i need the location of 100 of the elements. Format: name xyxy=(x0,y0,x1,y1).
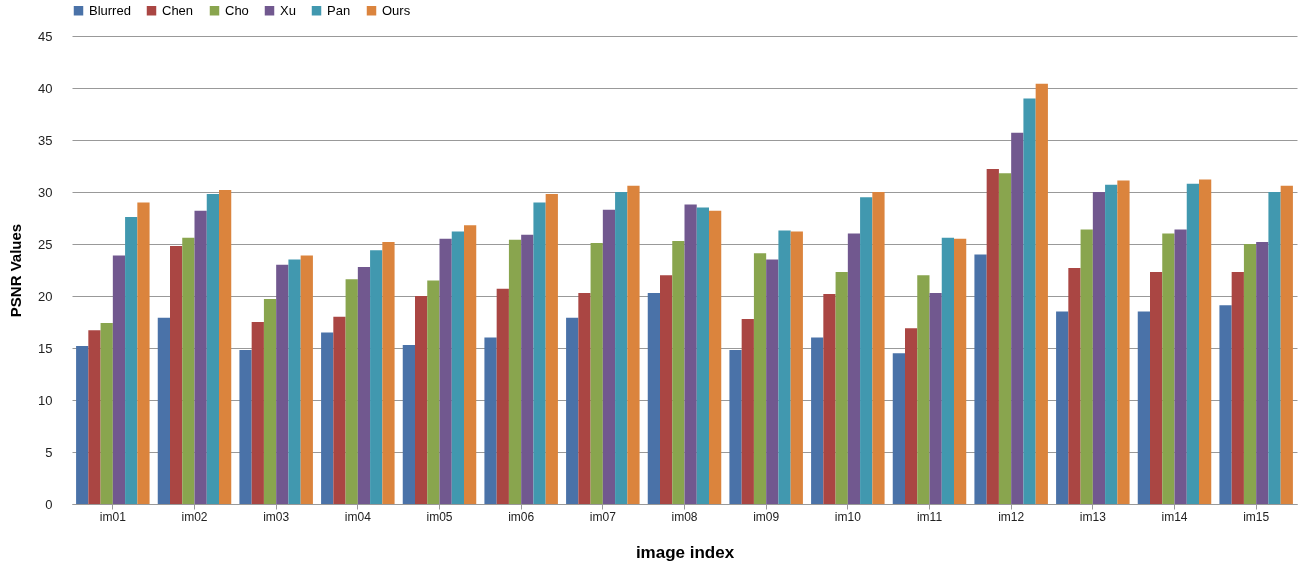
bar xyxy=(112,255,126,504)
bar xyxy=(464,225,477,504)
bar xyxy=(451,231,464,504)
bar xyxy=(684,204,697,504)
legend-label: Ours xyxy=(382,2,411,18)
bar xyxy=(370,250,383,504)
bar xyxy=(100,323,113,504)
bar xyxy=(263,299,277,504)
bar xyxy=(357,266,371,504)
y-axis-title: PSNR Values xyxy=(7,223,25,318)
x-tick-label: im08 xyxy=(671,509,698,524)
x-tick-label: im13 xyxy=(1079,509,1107,524)
x-tick-label: im04 xyxy=(344,509,372,524)
bar xyxy=(905,328,918,504)
bar xyxy=(239,350,252,504)
y-tick-label: 40 xyxy=(38,80,53,96)
y-tick-label: 45 xyxy=(38,28,53,44)
bar xyxy=(402,344,415,504)
bar xyxy=(892,353,905,504)
bar xyxy=(1162,233,1175,504)
bar xyxy=(194,210,207,504)
bar xyxy=(276,264,289,504)
bar xyxy=(602,209,616,504)
bar xyxy=(941,237,954,504)
y-tick-label: 35 xyxy=(38,132,53,148)
bar xyxy=(508,239,522,504)
bar xyxy=(1280,185,1293,504)
bar xyxy=(986,169,999,504)
bar xyxy=(333,316,346,504)
bar xyxy=(125,216,138,504)
bar xyxy=(300,255,313,504)
bar xyxy=(1231,272,1244,504)
bar xyxy=(533,202,546,504)
bar xyxy=(1035,83,1048,504)
bar xyxy=(847,233,861,504)
bar xyxy=(288,259,301,504)
x-tick-label: im07 xyxy=(589,509,617,524)
legend-label: Pan xyxy=(327,2,351,18)
bar xyxy=(860,197,873,504)
bar xyxy=(1092,192,1106,504)
bar xyxy=(974,254,987,504)
bar xyxy=(823,293,836,504)
bar xyxy=(1105,184,1118,504)
x-tick-label: im03 xyxy=(263,509,290,524)
bar xyxy=(998,173,1012,504)
x-tick-label: im09 xyxy=(753,509,780,524)
bar xyxy=(219,189,232,504)
x-tick-label: im14 xyxy=(1161,509,1188,524)
bar xyxy=(929,292,942,504)
bar xyxy=(1150,272,1163,504)
bar xyxy=(1219,305,1232,504)
bar xyxy=(590,242,603,504)
bar xyxy=(88,330,101,504)
bar xyxy=(1056,311,1069,504)
bar xyxy=(157,317,170,504)
bar xyxy=(778,230,791,504)
bar xyxy=(76,345,89,504)
x-tick-label: im10 xyxy=(834,509,862,524)
bar xyxy=(439,238,452,504)
bar xyxy=(484,337,497,504)
bar xyxy=(1186,183,1199,504)
bar xyxy=(321,332,334,504)
bar xyxy=(170,246,183,504)
bar xyxy=(382,241,395,504)
y-tick-label: 0 xyxy=(45,496,53,512)
bar xyxy=(811,337,824,504)
bar xyxy=(766,259,779,504)
legend-label: Cho xyxy=(225,2,249,18)
bar xyxy=(1268,192,1281,504)
bar xyxy=(566,317,579,504)
bar xyxy=(753,253,767,504)
bar xyxy=(1117,180,1130,504)
legend-label: Chen xyxy=(162,2,194,18)
x-tick-label: im05 xyxy=(426,509,453,524)
bar xyxy=(415,296,428,504)
bar xyxy=(206,194,219,504)
bar xyxy=(1243,244,1257,504)
y-tick-label: 5 xyxy=(45,444,53,460)
x-tick-label: im11 xyxy=(916,509,943,524)
bar xyxy=(835,272,848,504)
bar xyxy=(1068,267,1081,504)
bar xyxy=(427,280,440,504)
bar xyxy=(137,202,150,504)
legend-label: Xu xyxy=(280,2,296,18)
bar xyxy=(872,192,885,504)
bar xyxy=(521,234,534,504)
bar xyxy=(345,279,358,504)
y-tick-label: 15 xyxy=(38,340,53,356)
bar xyxy=(917,275,930,504)
bar xyxy=(741,318,754,504)
bar xyxy=(615,192,628,504)
x-tick-label: im15 xyxy=(1243,509,1270,524)
x-tick-label: im01 xyxy=(99,509,127,524)
bar xyxy=(1137,311,1150,504)
y-tick-label: 10 xyxy=(38,392,53,408)
x-tick-label: im12 xyxy=(998,509,1025,524)
bar xyxy=(251,322,264,504)
bar xyxy=(545,194,558,504)
bar xyxy=(672,240,685,504)
x-tick-label: im06 xyxy=(508,509,535,524)
